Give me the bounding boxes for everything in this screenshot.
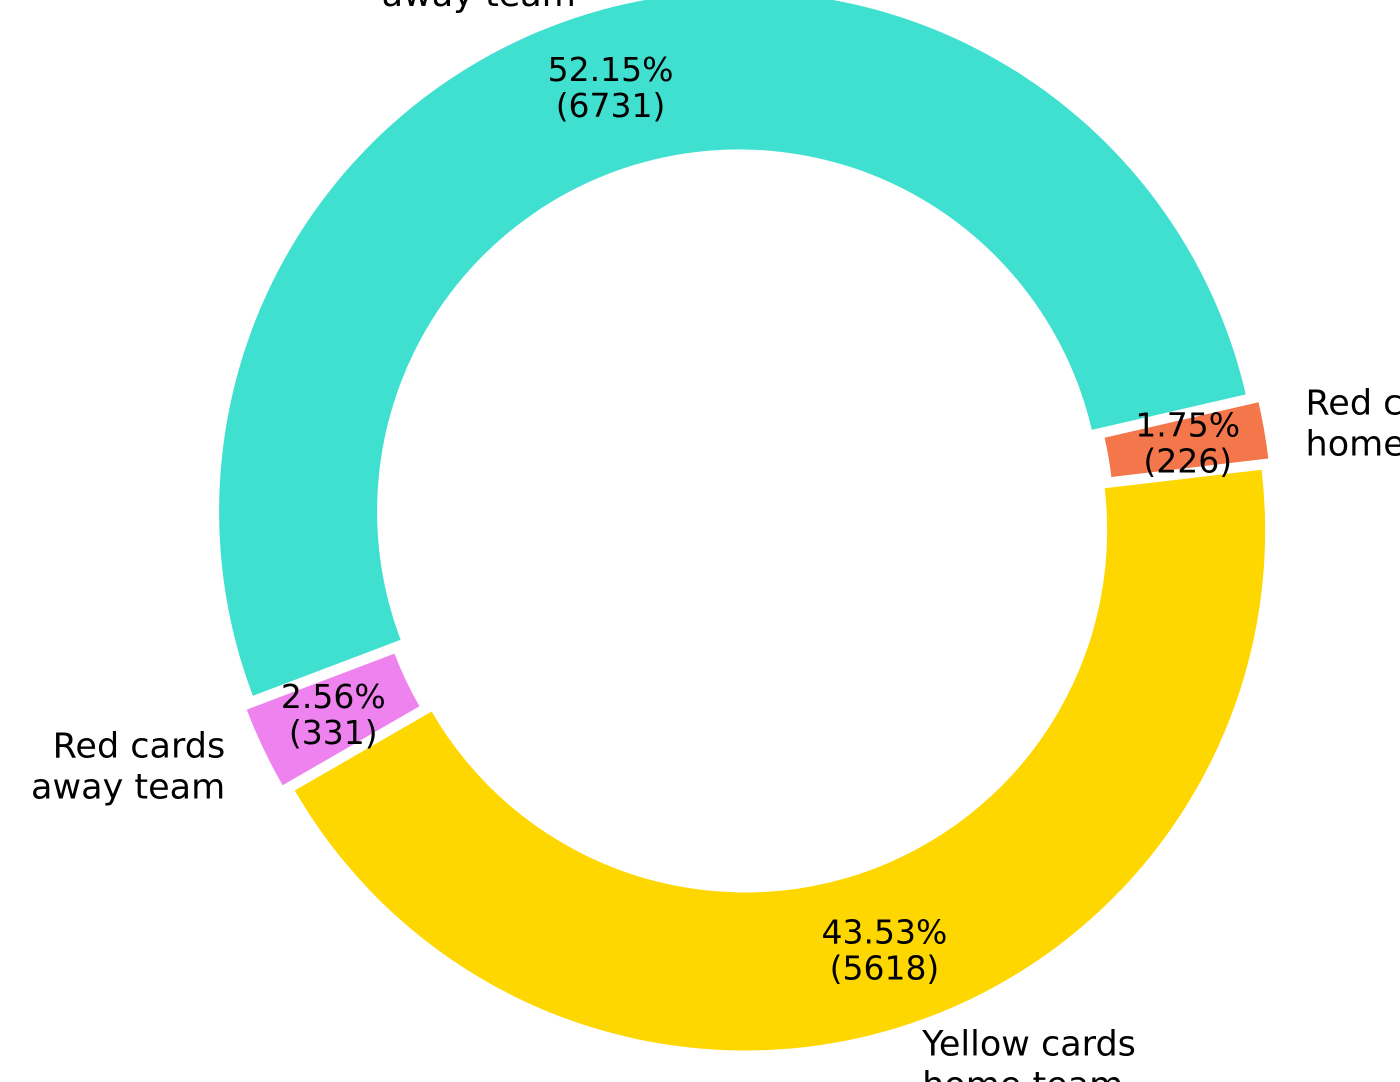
value-label-yellow-cards-away-team: 52.15% (6731) xyxy=(548,50,674,125)
slice-yellow-cards-away-team xyxy=(219,0,1246,696)
value-label-red-cards-home-team: 1.75% (226) xyxy=(1135,406,1240,481)
slice-red-cards-away-team xyxy=(246,653,420,786)
category-label-red-cards-away-team: Red cards away team xyxy=(31,727,225,808)
value-label-yellow-cards-home-team: 43.53% (5618) xyxy=(822,912,948,987)
category-label-yellow-cards-home-team: Yellow cardshome team xyxy=(921,1024,1136,1082)
slice-red-cards-home-team xyxy=(1104,402,1269,477)
category-label-red-cards-home-team: Red cardshome team xyxy=(1306,384,1400,465)
chart-slices xyxy=(219,0,1269,1051)
value-label-red-cards-away-team: 2.56% (331) xyxy=(281,677,386,752)
chart-labels: 43.53%(5618) Yellow cardshome team 1.75%(2… xyxy=(31,0,1400,1082)
slice-yellow-cards-home-team xyxy=(294,469,1266,1051)
